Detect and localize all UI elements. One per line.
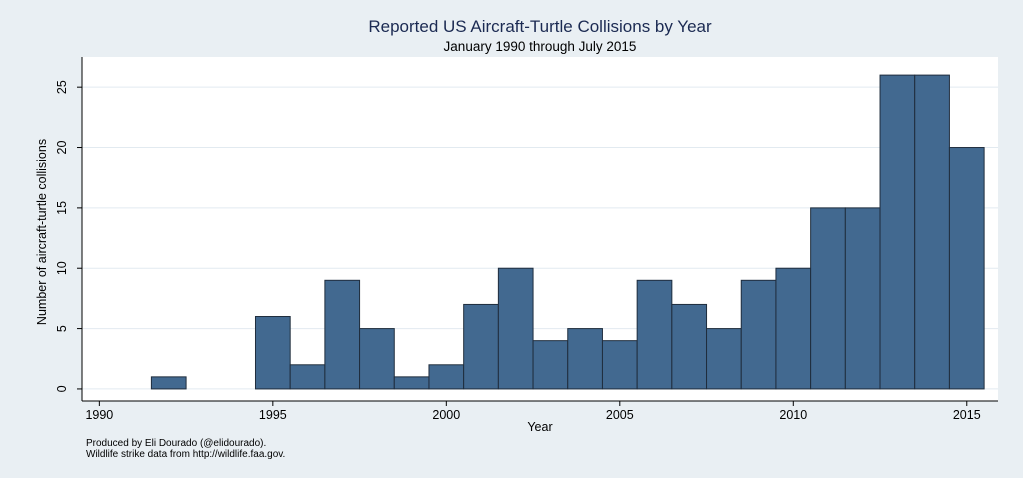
bar-2005: [601, 340, 638, 390]
y-tick-label: 15: [55, 201, 69, 215]
x-tick-label: 2000: [432, 408, 460, 422]
bar-2008: [706, 328, 742, 390]
x-tick-label: 1995: [259, 408, 287, 422]
x-tick-label: 2010: [779, 408, 807, 422]
chart-subtitle: January 1990 through July 2015: [444, 39, 637, 54]
bar-1998: [359, 328, 395, 390]
y-axis-label: Number of aircraft-turtle collisions: [35, 139, 49, 325]
bar-2009: [740, 279, 777, 390]
bar-1992: [150, 376, 187, 390]
bar-layer: [150, 74, 985, 390]
bar-2002: [497, 267, 534, 390]
bar-2003: [532, 340, 569, 390]
bar-2012: [844, 207, 881, 390]
source-note: Wildlife strike data from http://wildlif…: [86, 449, 285, 460]
bar-1999: [393, 376, 430, 390]
x-tick-label: 2005: [606, 408, 634, 422]
axis-layer: 0 5 10 15 20 25 1990 1995 2000 2005 2010 2015: [55, 57, 998, 422]
bar-1997: [324, 279, 361, 390]
y-tick-label: 20: [55, 141, 69, 155]
bar-2006: [636, 279, 673, 390]
bar-2004: [567, 328, 603, 390]
bar-2010: [775, 267, 812, 390]
chart-title: Reported US Aircraft-Turtle Collisions b…: [368, 17, 712, 36]
y-tick-label: 10: [55, 261, 69, 275]
bar-1996: [289, 364, 326, 390]
credit-note: Produced by Eli Dourado (@elidourado).: [86, 438, 266, 449]
bar-2000: [428, 364, 465, 390]
bar-2013: [879, 74, 916, 390]
bar-2011: [810, 207, 846, 390]
x-tick-label: 2015: [953, 408, 981, 422]
bar-1995: [254, 316, 291, 390]
x-tick-label: 1990: [85, 408, 113, 422]
bar-2001: [463, 303, 499, 390]
bar-2007: [671, 303, 708, 390]
y-tick-label: 5: [55, 325, 69, 332]
y-tick-label: 25: [55, 80, 69, 94]
bar-2014: [914, 74, 950, 390]
x-axis-label: Year: [527, 420, 552, 434]
y-tick-label: 0: [55, 385, 69, 392]
bar-2015: [948, 147, 985, 390]
